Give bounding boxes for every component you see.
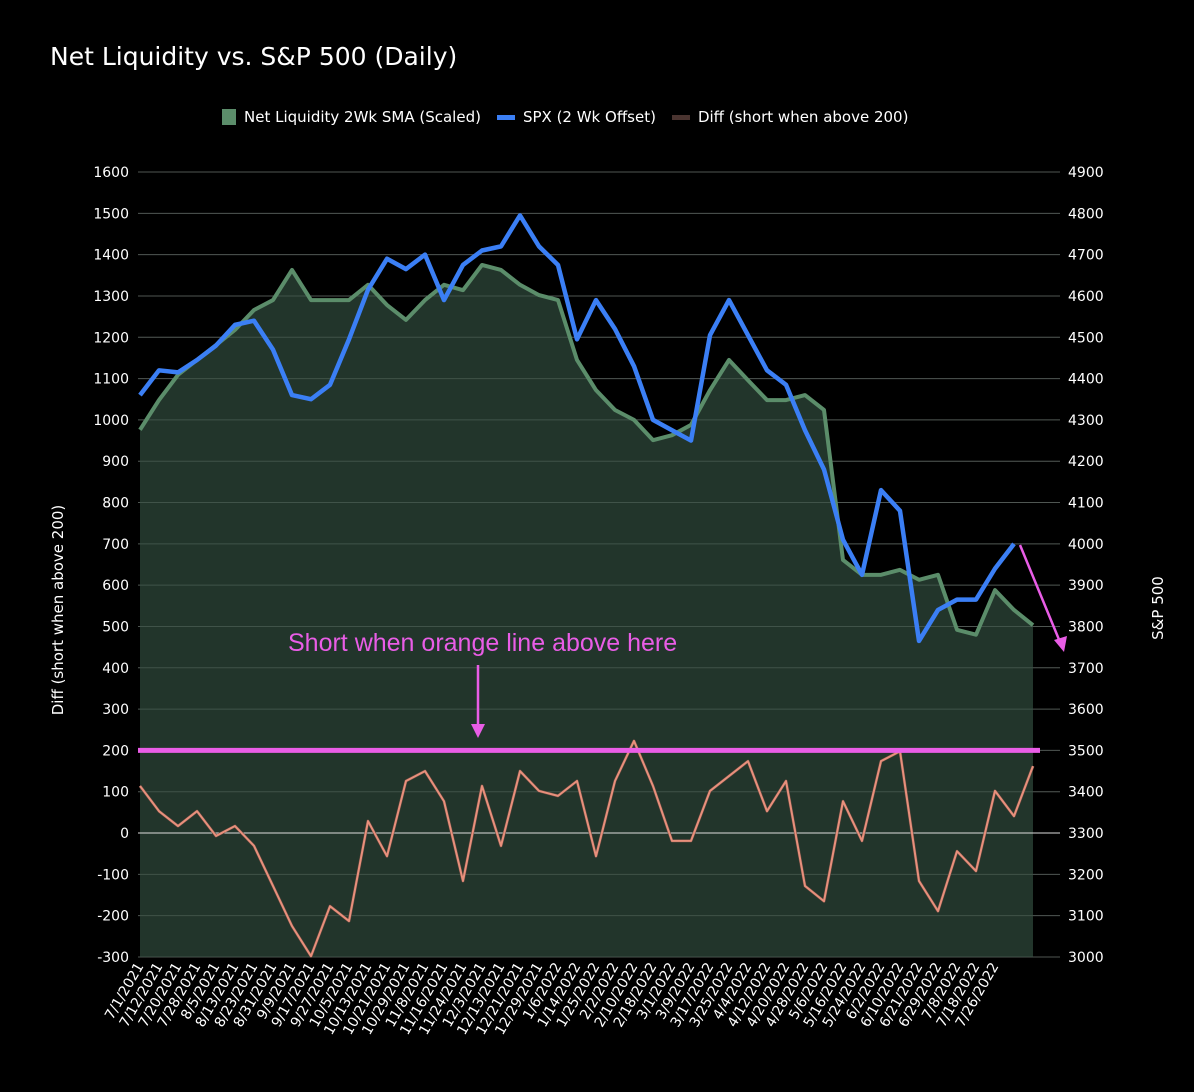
- y-tick-right: 4500: [1068, 330, 1104, 346]
- y-tick-right: 3200: [1068, 867, 1104, 883]
- net-liquidity-line: [138, 262, 1035, 637]
- legend-label: SPX (2 Wk Offset): [522, 108, 656, 126]
- y-tick-right: 4200: [1068, 454, 1104, 470]
- y-tick-left: 1000: [93, 413, 129, 429]
- y-tick-right: 4300: [1068, 413, 1104, 429]
- y-tick-right: 4000: [1068, 537, 1104, 553]
- y-tick-left: 1200: [93, 330, 129, 346]
- arrow-head-icon: [471, 724, 485, 738]
- y-tick-right: 3600: [1068, 702, 1104, 718]
- legend-label: Diff (short when above 200): [697, 108, 909, 126]
- y-tick-left: 1100: [93, 372, 129, 388]
- y-tick-right: 3300: [1068, 826, 1104, 842]
- legend-item-diff[interactable]: Diff (short when above 200): [671, 108, 909, 126]
- y-tick-left: 600: [102, 578, 129, 594]
- arrow-head-icon: [1054, 636, 1067, 652]
- legend-swatch-spx: [496, 114, 515, 120]
- y-tick-left: 500: [102, 619, 129, 635]
- y-tick-right: 4400: [1068, 372, 1104, 388]
- y-tick-right: 3800: [1068, 619, 1104, 635]
- y-tick-right: 3400: [1068, 785, 1104, 801]
- y-tick-right: 4100: [1068, 496, 1104, 512]
- y-tick-left: 1400: [93, 248, 129, 264]
- annotation-text: Short when orange line above here: [288, 629, 677, 657]
- legend: Net Liquidity 2Wk SMA (Scaled) SPX (2 Wk…: [222, 108, 908, 126]
- y-tick-left: 900: [102, 454, 129, 470]
- y-tick-left: 1500: [93, 206, 129, 222]
- y-tick-right: 3700: [1068, 661, 1104, 677]
- y-tick-right: 3900: [1068, 578, 1104, 594]
- y-tick-left: 100: [102, 785, 129, 801]
- legend-label: Net Liquidity 2Wk SMA (Scaled): [244, 108, 481, 126]
- y-tick-left: 300: [102, 702, 129, 718]
- y-axis-title-left: Diff (short when above 200): [49, 505, 67, 716]
- y-tick-right: 3100: [1068, 909, 1104, 925]
- y-tick-left: 0: [120, 826, 129, 842]
- y-tick-left: -300: [97, 950, 129, 966]
- y-tick-left: 400: [102, 661, 129, 677]
- legend-swatch-diff: [671, 114, 690, 120]
- y-tick-right: 3500: [1068, 743, 1104, 759]
- y-axis-title-right: S&P 500: [1149, 576, 1167, 640]
- legend-item-spx[interactable]: SPX (2 Wk Offset): [496, 108, 656, 126]
- y-tick-right: 3000: [1068, 950, 1104, 966]
- chart-title: Net Liquidity vs. S&P 500 (Daily): [50, 42, 458, 71]
- y-tick-left: 1300: [93, 289, 129, 305]
- y-tick-right: 4700: [1068, 248, 1104, 264]
- net-liquidity-area: [140, 264, 1033, 957]
- y-tick-left: 800: [102, 496, 129, 512]
- y-tick-right: 4800: [1068, 206, 1104, 222]
- y-tick-left: 700: [102, 537, 129, 553]
- trend-arrow: [1018, 544, 1062, 643]
- y-tick-left: -100: [97, 867, 129, 883]
- y-tick-right: 4900: [1068, 165, 1104, 181]
- diff-line: [139, 739, 1034, 958]
- y-tick-left: 200: [102, 743, 129, 759]
- legend-swatch-net-liquidity: [222, 109, 236, 125]
- y-tick-left: -200: [97, 909, 129, 925]
- y-tick-left: 1600: [93, 165, 129, 181]
- legend-item-net-liquidity[interactable]: Net Liquidity 2Wk SMA (Scaled): [222, 108, 481, 126]
- y-tick-right: 4600: [1068, 289, 1104, 305]
